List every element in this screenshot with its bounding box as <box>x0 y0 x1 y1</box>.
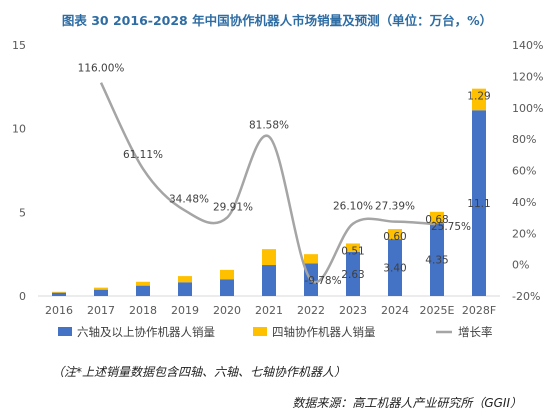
bar <box>304 254 318 264</box>
y-left-tick-label: 10 <box>12 123 26 136</box>
growth-label: 81.58% <box>249 120 289 132</box>
bar <box>94 289 108 296</box>
growth-label: 25.75% <box>431 221 471 233</box>
bar-value-label: 0.51 <box>341 245 364 257</box>
x-tick-label: 2019 <box>171 304 199 317</box>
bar <box>346 243 360 252</box>
bar <box>136 285 150 296</box>
bar <box>388 239 402 296</box>
y-right-tick-label: 60% <box>512 165 536 178</box>
x-tick-label: 2024 <box>381 304 409 317</box>
bar-value-label: 4.35 <box>425 255 448 267</box>
bar <box>430 211 444 224</box>
bar <box>94 287 108 290</box>
bar <box>220 279 234 296</box>
bar <box>262 249 276 266</box>
x-tick-label: 2023 <box>339 304 367 317</box>
x-tick-label: 2022 <box>297 304 325 317</box>
bar <box>52 291 66 293</box>
x-tick-label: 2020 <box>213 304 241 317</box>
bar-value-label: 0.68 <box>425 214 448 226</box>
bar-value-label: 2.63 <box>341 269 364 281</box>
growth-label: 34.48% <box>169 194 209 206</box>
y-left-tick-label: 15 <box>12 39 26 52</box>
growth-label: 27.39% <box>375 201 415 213</box>
footnote: （注*上述销量数据包含四轴、六轴、七轴协作机器人） <box>52 365 347 379</box>
bar <box>430 223 444 296</box>
y-right-tick-label: 40% <box>512 196 536 209</box>
bar-value-label: 11.1 <box>467 198 490 210</box>
bar <box>52 292 66 296</box>
growth-rate-line <box>99 82 438 284</box>
growth-label: 29.91% <box>213 202 253 214</box>
growth-label: -9.78% <box>304 275 341 287</box>
x-tick-label: 2028F <box>462 304 496 317</box>
y-right-tick-label: 100% <box>512 102 543 115</box>
chart-title: 图表 30 2016-2028 年中国协作机器人市场销量及预测（单位：万台，%） <box>61 13 493 28</box>
x-tick-label: 2025E <box>420 304 455 317</box>
y-right-tick-label: 0% <box>512 259 529 272</box>
source-note: 数据来源：高工机器人产业研究所（GGII） <box>292 396 522 410</box>
x-tick-label: 2017 <box>87 304 115 317</box>
y-right-tick-label: 20% <box>512 227 536 240</box>
bar <box>346 251 360 296</box>
growth-label: 116.00% <box>78 63 125 75</box>
x-tick-label: 2016 <box>45 304 73 317</box>
legend-swatch <box>58 327 72 336</box>
y-right-tick-label: -20% <box>512 290 540 303</box>
bar <box>136 281 150 286</box>
bar <box>472 110 486 296</box>
bar <box>388 229 402 240</box>
y-right-tick-label: 120% <box>512 70 543 83</box>
bar <box>262 265 276 296</box>
bar <box>178 282 192 296</box>
bar <box>472 88 486 111</box>
bar-value-label: 1.29 <box>467 91 490 103</box>
legend-label: 四轴协作机器人销量 <box>272 325 376 339</box>
y-right-tick-label: 140% <box>512 39 543 52</box>
bar-value-label: 3.40 <box>383 263 406 275</box>
y-right-tick-label: 80% <box>512 133 536 146</box>
x-tick-label: 2018 <box>129 304 157 317</box>
bar <box>220 269 234 280</box>
legend-swatch <box>253 327 267 336</box>
growth-label: 61.11% <box>123 149 163 161</box>
legend-label: 增长率 <box>458 325 493 339</box>
legend-label: 六轴及以上协作机器人销量 <box>77 325 215 339</box>
y-left-tick-label: 5 <box>19 206 26 219</box>
growth-label: 26.10% <box>333 201 373 213</box>
y-left-tick-label: 0 <box>19 290 26 303</box>
bar <box>178 276 192 283</box>
x-tick-label: 2021 <box>255 304 283 317</box>
bar-value-label: 0.60 <box>383 231 406 243</box>
